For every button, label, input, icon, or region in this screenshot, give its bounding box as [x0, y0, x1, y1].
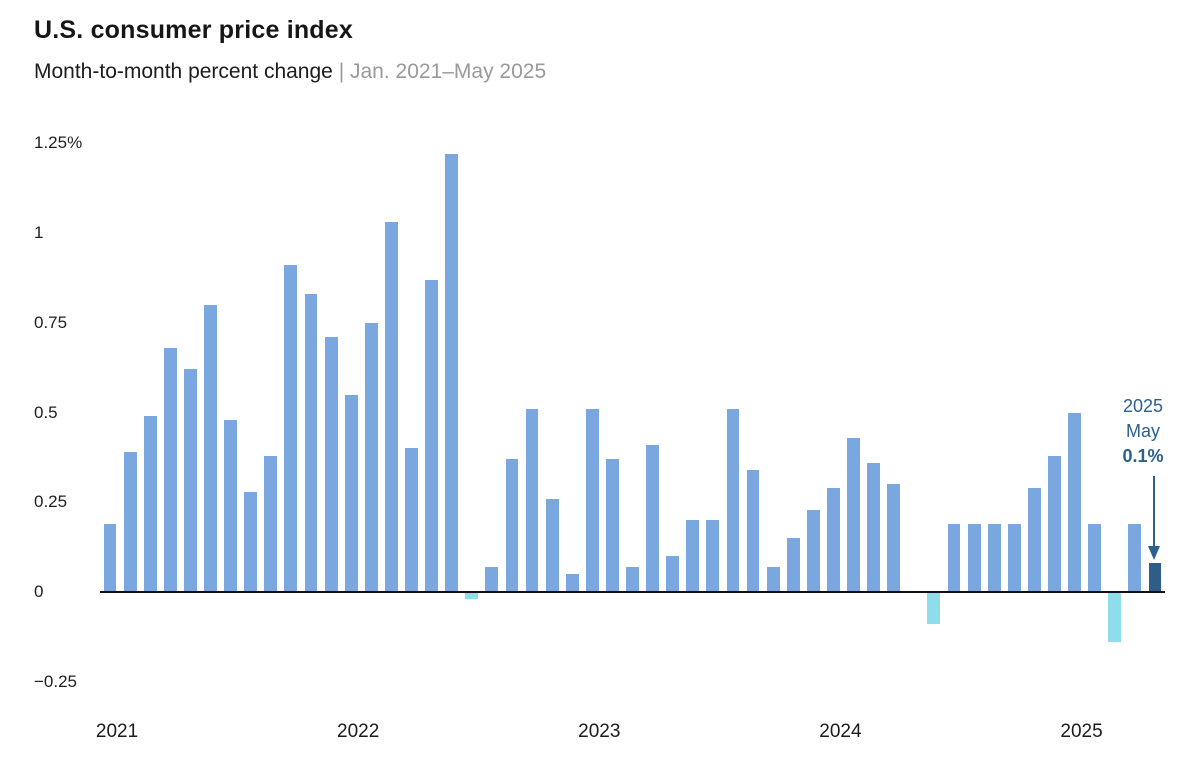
chart-bar-aug-2023	[726, 408, 740, 593]
chart-bar-may-2025	[1148, 563, 1162, 593]
chart-bar-jun-2021	[204, 304, 217, 593]
chart-bar-dec-2021	[324, 337, 338, 593]
chart-bar-apr-2021	[163, 347, 177, 593]
latest-value-annotation: 2025 May 0.1%	[1104, 394, 1182, 562]
chart-bar-feb-2021	[123, 452, 137, 593]
x-axis-label-2025: 2025	[1060, 721, 1103, 742]
chart-bar-apr-2024	[887, 484, 901, 593]
plot-area	[100, 143, 1165, 682]
chart-bar-jun-2023	[686, 520, 700, 593]
chart-bar-oct-2023	[766, 567, 780, 593]
chart-bar-apr-2023	[646, 444, 660, 593]
chart-bar-sep-2021	[264, 455, 278, 593]
chart-bar-mar-2022	[384, 222, 398, 593]
chart-bar-nov-2021	[304, 293, 318, 593]
chart-bar-jan-2021	[103, 523, 117, 593]
chart-bar-dec-2024	[1048, 455, 1061, 593]
chart-bar-apr-2025	[1128, 523, 1142, 593]
chart-bar-jan-2023	[585, 408, 599, 593]
chart-bar-sep-2023	[746, 469, 760, 593]
chart-title: U.S. consumer price index	[34, 16, 353, 44]
chart-bar-feb-2024	[847, 437, 860, 593]
subtitle-measure: Month-to-month percent change	[34, 60, 333, 83]
chart-bar-mar-2024	[867, 462, 881, 593]
chart-bar-mar-2023	[626, 567, 639, 593]
x-axis-label-2021: 2021	[95, 721, 139, 742]
x-axis-label-2024: 2024	[819, 721, 862, 742]
chart-bar-jul-2022	[465, 592, 479, 600]
annotation-value: 0.1%	[1122, 446, 1164, 466]
chart-bar-sep-2024	[987, 523, 1001, 593]
chart-bar-aug-2021	[244, 491, 258, 593]
y-axis-label-0.75: 0.75	[34, 312, 68, 332]
chart-bar-aug-2024	[967, 523, 981, 593]
x-axis-label-2022: 2022	[337, 721, 380, 742]
chart-bar-aug-2022	[485, 567, 499, 593]
annotation-month: May	[1125, 421, 1160, 441]
down-arrow-icon	[1148, 476, 1160, 560]
chart-bar-oct-2024	[1007, 523, 1021, 593]
chart-bar-dec-2023	[806, 509, 820, 593]
chart-bar-jul-2023	[706, 520, 720, 593]
subtitle-date-range: Jan. 2021–May 2025	[350, 60, 547, 83]
chart-bar-nov-2022	[545, 498, 559, 593]
chart-bar-jun-2022	[445, 153, 459, 593]
y-axis-label-0.25: 0.25	[34, 492, 68, 512]
chart-bar-may-2023	[666, 556, 680, 593]
chart-bar-jan-2024	[827, 487, 840, 593]
chart-bar-feb-2025	[1088, 523, 1102, 593]
chart-bar-feb-2023	[605, 459, 619, 593]
x-axis-label-2023: 2023	[578, 721, 621, 742]
chart-bar-nov-2023	[786, 538, 800, 593]
chart-bar-jul-2021	[224, 419, 238, 593]
chart-bar-oct-2021	[284, 265, 298, 593]
y-axis-label-0.5: 0.5	[34, 402, 58, 422]
chart-bar-dec-2022	[565, 574, 579, 593]
chart-bar-sep-2022	[505, 459, 519, 593]
y-axis-label-1.25pct: 1.25%	[34, 133, 83, 152]
chart-subtitle: Month-to-month percent change | Jan. 202…	[34, 60, 546, 84]
chart-bar-feb-2022	[364, 322, 378, 593]
chart-bar-jul-2024	[947, 523, 961, 593]
chart-bar-may-2021	[183, 369, 197, 593]
subtitle-separator: |	[338, 60, 345, 83]
annotation-year: 2025	[1122, 396, 1164, 416]
chart-bar-mar-2021	[143, 416, 157, 593]
y-axis-label-0: 0	[34, 582, 44, 602]
chart-bar-may-2022	[425, 279, 438, 593]
chart-bar-jun-2024	[927, 592, 941, 625]
y-axis-label-neg0.25: −0.25	[34, 672, 78, 691]
zero-axis-line	[100, 591, 1165, 594]
chart-bar-mar-2025	[1108, 592, 1122, 643]
chart-bar-apr-2022	[405, 448, 418, 593]
chart-bar-oct-2022	[525, 408, 539, 593]
y-axis-label-1: 1	[34, 222, 44, 242]
chart-bar-jan-2022	[344, 394, 358, 593]
chart-bar-nov-2024	[1027, 487, 1041, 593]
chart-bar-jan-2025	[1068, 412, 1081, 593]
